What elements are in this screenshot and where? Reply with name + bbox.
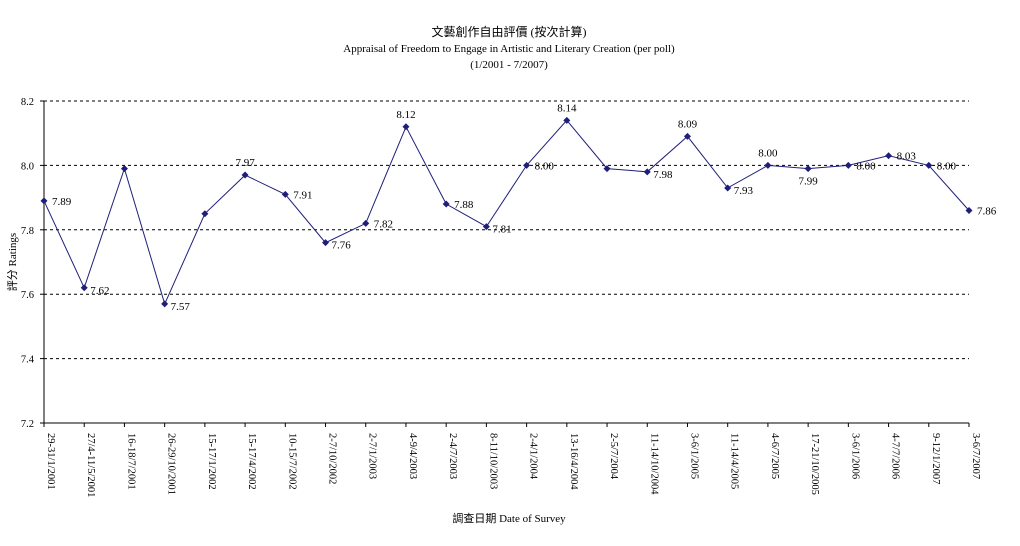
data-point — [322, 239, 330, 247]
x-tick-label: 27/4-11/5/2001 — [85, 433, 96, 497]
data-point — [885, 152, 893, 160]
x-axis-label: 調查日期 Date of Survey — [452, 511, 566, 525]
data-label: 7.81 — [492, 224, 511, 236]
series-line — [43, 119, 970, 306]
data-point — [281, 190, 289, 198]
x-tick-label: 13-16/4/2004 — [568, 433, 579, 490]
data-point — [523, 161, 531, 169]
data-label: 8.00 — [535, 160, 555, 172]
data-point — [161, 300, 169, 308]
y-tick-label: 7.8 — [21, 226, 34, 237]
x-tick-label: 2-4/1/2004 — [528, 433, 539, 480]
x-tick-label: 3-6/1/2006 — [849, 433, 860, 479]
data-point — [40, 197, 48, 205]
data-point — [804, 165, 812, 173]
data-label: 7.97 — [235, 157, 255, 169]
data-point — [80, 284, 88, 292]
data-label: 7.89 — [52, 196, 72, 208]
data-label: 7.57 — [171, 301, 191, 313]
data-point — [482, 223, 490, 231]
x-tick-label: 9-12/1/2007 — [930, 433, 941, 484]
y-tick-label: 7.4 — [21, 355, 35, 366]
data-label: 7.76 — [332, 240, 352, 252]
x-tick-label: 17-21/10/2005 — [809, 433, 820, 495]
data-point — [965, 206, 973, 214]
x-tick-label: 3-6/7/2007 — [970, 433, 981, 479]
chart-period: (1/2001 - 7/2007) — [470, 59, 548, 71]
data-label: 7.98 — [653, 169, 673, 181]
data-point — [201, 210, 209, 218]
x-tick-label: 4-6/7/2005 — [769, 433, 780, 479]
plot-area: 7.2 7.4 7.6 7.8 8.0 8.2 29-31/1/2001 27/4-11/5/… — [21, 97, 997, 497]
data-label: 8.00 — [856, 160, 876, 172]
data-label: 7.99 — [799, 176, 819, 188]
x-tick-label: 11-14/10/2004 — [648, 433, 659, 495]
x-tick-label: 16-18/7/2001 — [125, 433, 136, 490]
data-point — [683, 132, 691, 140]
chart-subtitle: Appraisal of Freedom to Engage in Artist… — [343, 43, 675, 55]
y-tick-label: 8.2 — [21, 97, 34, 108]
chart-title: 文藝創作自由評價 (按次計算) — [432, 24, 587, 39]
x-tick-label: 29-31/1/2001 — [45, 433, 56, 490]
x-tick-label: 15-17/1/2002 — [206, 433, 217, 490]
y-tick-label: 8.0 — [21, 161, 34, 172]
x-tick-label: 10-15/7/2002 — [286, 433, 297, 490]
data-point — [563, 116, 571, 124]
x-tick-label: 4-7/7/2006 — [890, 433, 901, 479]
data-label: 8.00 — [937, 160, 957, 172]
data-point — [241, 171, 249, 179]
data-label: 7.93 — [734, 185, 754, 197]
x-tick-label: 2-4/7/2003 — [447, 433, 458, 479]
data-label: 7.91 — [293, 189, 312, 201]
data-label: 7.82 — [374, 218, 393, 230]
data-label: 8.12 — [396, 109, 415, 121]
y-tick-label: 7.2 — [21, 419, 34, 430]
y-axis-label: 評分 Ratings — [5, 233, 19, 291]
data-point — [603, 165, 611, 173]
data-point — [844, 161, 852, 169]
data-point — [764, 161, 772, 169]
x-tick-label: 15-17/4/2002 — [246, 433, 257, 490]
data-label: 8.14 — [557, 102, 577, 114]
x-tick-label: 4-9/4/2003 — [407, 433, 418, 479]
data-point — [925, 161, 933, 169]
data-label: 7.62 — [90, 285, 109, 297]
data-label: 8.09 — [678, 118, 698, 130]
x-tick-label: 26-29/10/2001 — [166, 433, 177, 495]
y-tick-label: 7.6 — [21, 290, 34, 301]
data-point — [362, 219, 370, 227]
data-point — [402, 123, 410, 131]
x-tick-label: 2-7/10/2002 — [327, 433, 338, 484]
data-label: 7.88 — [454, 199, 474, 211]
data-point — [120, 165, 128, 173]
data-point — [643, 168, 651, 176]
data-label: 8.00 — [758, 147, 778, 159]
data-point — [442, 200, 450, 208]
data-label: 8.03 — [897, 151, 917, 163]
data-point — [724, 184, 732, 192]
data-label: 7.86 — [977, 205, 997, 217]
x-tick-label: 8-11/10/2003 — [487, 433, 498, 489]
x-tick-label: 11-14/4/2005 — [729, 433, 740, 489]
x-tick-label: 2-7/1/2003 — [367, 433, 378, 479]
x-tick-label: 2-5/7/2004 — [608, 433, 619, 480]
x-tick-label: 3-6/1/2005 — [688, 433, 699, 479]
